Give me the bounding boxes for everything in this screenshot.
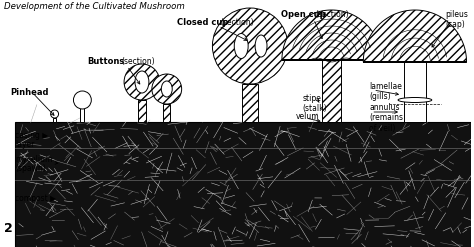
Text: Pinhead: Pinhead — [10, 88, 48, 97]
Text: Open cup: Open cup — [281, 10, 326, 19]
Text: stipe
(stalk): stipe (stalk) — [303, 94, 328, 113]
Circle shape — [212, 8, 288, 84]
Text: Closed cup: Closed cup — [177, 18, 228, 27]
Ellipse shape — [255, 35, 267, 57]
Bar — [53, 118, 56, 122]
Text: (spawn): (spawn) — [15, 164, 46, 173]
Bar — [242, 84, 258, 122]
Text: Development of the Cultivated Mushroom: Development of the Cultivated Mushroom — [4, 2, 185, 11]
Bar — [321, 60, 341, 122]
Text: (section): (section) — [220, 18, 254, 27]
Text: Buttons: Buttons — [87, 57, 125, 66]
Bar — [404, 62, 426, 122]
Text: pileus
(cap): pileus (cap) — [446, 10, 469, 29]
Circle shape — [51, 110, 59, 118]
Polygon shape — [282, 10, 381, 60]
Ellipse shape — [161, 81, 172, 97]
Text: velum: velum — [296, 112, 319, 121]
Text: lamellae
(gills): lamellae (gills) — [369, 82, 402, 102]
Bar — [81, 108, 84, 122]
Polygon shape — [363, 10, 466, 62]
Circle shape — [73, 91, 91, 109]
Bar — [15, 122, 471, 247]
Text: mycelium: mycelium — [15, 155, 52, 164]
Text: compost ▶: compost ▶ — [15, 194, 56, 203]
Text: layer: layer — [15, 140, 34, 149]
Ellipse shape — [234, 34, 248, 59]
Text: (section): (section) — [316, 10, 349, 19]
Ellipse shape — [135, 71, 149, 93]
Bar — [163, 104, 170, 122]
Text: (section): (section) — [121, 57, 155, 66]
Ellipse shape — [398, 98, 432, 103]
Circle shape — [124, 64, 160, 100]
Bar — [138, 100, 146, 122]
Circle shape — [152, 74, 182, 104]
Text: 2: 2 — [4, 222, 13, 235]
Text: casing ▶: casing ▶ — [15, 131, 48, 140]
Text: annulus
(remains
of veil): annulus (remains of veil) — [369, 103, 403, 133]
